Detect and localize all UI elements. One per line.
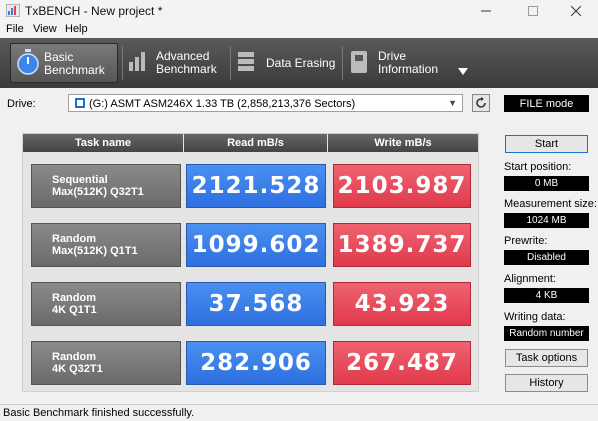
write-value: 43.923 [333,282,471,326]
header-task-name: Task name [23,134,183,152]
tab-basic-benchmark[interactable]: Basic Benchmark [10,43,118,83]
window-title: TxBENCH - New project * [25,4,163,18]
write-value: 2103.987 [333,164,471,208]
menu-help[interactable]: Help [65,23,88,35]
header-read: Read mB/s [184,134,327,152]
refresh-icon [476,97,486,108]
alignment-value: 4 KB [504,288,589,303]
title-bar: TxBENCH - New project * [0,0,598,22]
drive-select[interactable]: (G:) ASMT ASM246X 1.33 TB (2,858,213,376… [68,94,463,112]
task-row-label: Random Max(512K) Q1T1 [31,223,181,267]
menu-file[interactable]: File [6,23,24,35]
menu-view[interactable]: View [33,23,57,35]
status-text: Basic Benchmark finished successfully. [3,407,195,419]
status-bar: Basic Benchmark finished successfully. [0,404,598,421]
tab-data-erasing[interactable]: Data Erasing [234,43,340,83]
task-line2: 4K Q32T1 [52,363,103,375]
stopwatch-icon [17,49,39,75]
read-value: 1099.602 [186,223,326,267]
start-position-label: Start position: [504,161,572,173]
close-button[interactable] [554,0,598,22]
task-line1: Sequential [52,174,108,186]
tab-advanced-line2: Benchmark [156,62,217,76]
close-icon [571,6,581,16]
toolbar-separator [230,46,231,80]
refresh-button[interactable] [472,94,490,112]
history-button[interactable]: History [505,374,588,392]
toolbar: Basic Benchmark Advanced Benchmark Data … [0,38,598,88]
tab-info-line1: Drive [378,49,407,63]
tab-basic-line2: Benchmark [44,63,105,77]
drive-info-icon [351,51,367,73]
prewrite-label: Prewrite: [504,235,548,247]
start-button[interactable]: Start [505,135,588,153]
write-value: 267.487 [333,341,471,385]
measurement-size-value: 1024 MB [504,213,589,228]
maximize-icon [528,6,538,16]
writing-data-label: Writing data: [504,311,566,323]
writing-data-value: Random number [504,326,589,341]
task-line2: Max(512K) Q1T1 [52,245,138,257]
task-row-label: Random 4K Q1T1 [31,282,181,326]
read-value: 282.906 [186,341,326,385]
task-line1: Random [52,233,96,245]
task-line1: Random [52,292,96,304]
toolbar-more-arrow-icon[interactable] [458,68,468,75]
tab-drive-information[interactable]: Drive Information [346,43,450,83]
tab-advanced-line1: Advanced [156,49,210,63]
measurement-size-label: Measurement size: [504,198,597,210]
chevron-down-icon: ▼ [448,98,457,108]
app-logo-icon [6,4,20,17]
read-value: 37.568 [186,282,326,326]
task-line2: Max(512K) Q32T1 [52,186,144,198]
read-value: 2121.528 [186,164,326,208]
minimize-icon [481,10,491,12]
tab-info-line2: Information [378,62,439,76]
menu-bar: File View Help [0,22,598,38]
file-mode-indicator: FILE mode [504,95,589,112]
toolbar-separator [122,46,123,80]
task-row-label: Sequential Max(512K) Q32T1 [31,164,181,208]
header-write: Write mB/s [328,134,478,152]
tab-advanced-benchmark[interactable]: Advanced Benchmark [124,43,228,83]
prewrite-value: Disabled [504,250,589,265]
write-value: 1389.737 [333,223,471,267]
tab-basic-line1: Basic [44,50,74,64]
minimize-button[interactable] [464,0,508,22]
start-position-value: 0 MB [504,176,589,191]
drive-label: Drive: [7,98,36,110]
task-row-label: Random 4K Q32T1 [31,341,181,385]
drive-icon [75,98,85,108]
alignment-label: Alignment: [504,273,556,285]
drive-selected-value: (G:) ASMT ASM246X 1.33 TB (2,858,213,376… [89,98,356,110]
toolbar-separator [342,46,343,80]
bar-chart-icon [129,52,145,71]
task-line1: Random [52,351,96,363]
task-options-button[interactable]: Task options [505,349,588,367]
maximize-button[interactable] [511,0,555,22]
task-line2: 4K Q1T1 [52,304,97,316]
tab-erasing-label: Data Erasing [266,56,336,70]
erase-icon [238,52,254,71]
